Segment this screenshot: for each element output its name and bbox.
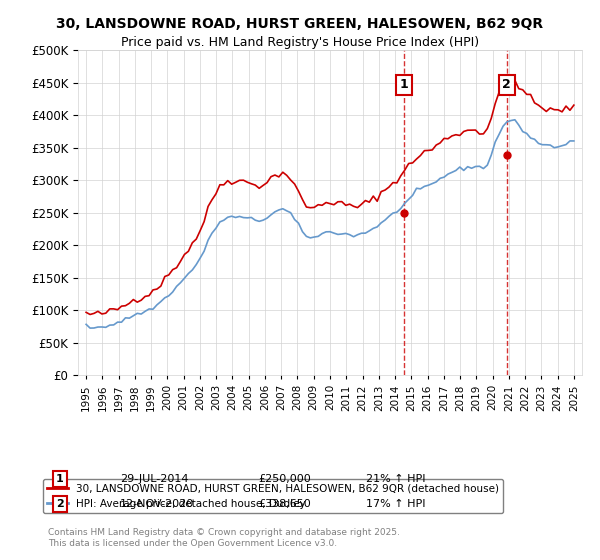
Text: Price paid vs. HM Land Registry's House Price Index (HPI): Price paid vs. HM Land Registry's House … (121, 36, 479, 49)
Text: 21% ↑ HPI: 21% ↑ HPI (366, 474, 425, 484)
Text: 1: 1 (56, 474, 64, 484)
Text: 30, LANSDOWNE ROAD, HURST GREEN, HALESOWEN, B62 9QR: 30, LANSDOWNE ROAD, HURST GREEN, HALESOW… (56, 17, 544, 31)
Text: Contains HM Land Registry data © Crown copyright and database right 2025.
This d: Contains HM Land Registry data © Crown c… (48, 528, 400, 548)
Text: 2: 2 (56, 499, 64, 509)
Text: 2: 2 (502, 78, 511, 91)
Text: £338,650: £338,650 (258, 499, 311, 509)
Legend: 30, LANSDOWNE ROAD, HURST GREEN, HALESOWEN, B62 9QR (detached house), HPI: Avera: 30, LANSDOWNE ROAD, HURST GREEN, HALESOW… (43, 479, 503, 513)
Text: 12-NOV-2020: 12-NOV-2020 (120, 499, 194, 509)
Text: 1: 1 (400, 78, 409, 91)
Text: 29-JUL-2014: 29-JUL-2014 (120, 474, 188, 484)
Text: £250,000: £250,000 (258, 474, 311, 484)
Text: 17% ↑ HPI: 17% ↑ HPI (366, 499, 425, 509)
